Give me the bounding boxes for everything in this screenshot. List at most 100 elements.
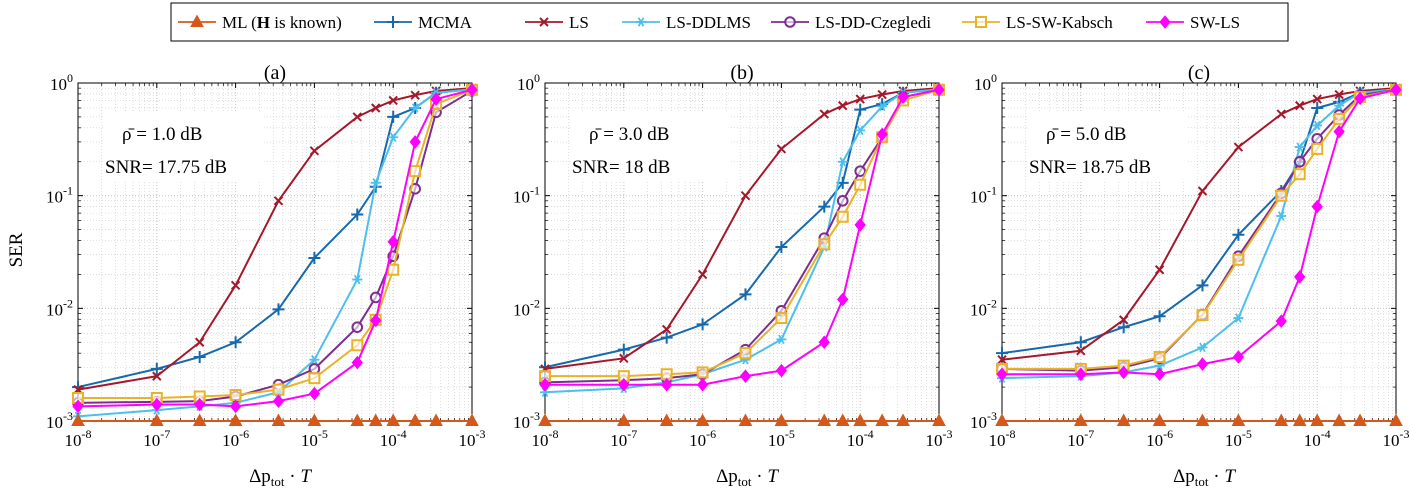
legend-label-lsswk: LS-SW-Kabsch <box>1006 13 1113 32</box>
data-point-mcma <box>272 303 285 316</box>
data-point-ls <box>697 269 708 280</box>
panel-a: 10-8 10-7 10-6 10-5 10-4 10-3 100 10-1 10-2 10-3 (… <box>46 62 486 489</box>
legend-marker-lsddlms <box>636 17 646 27</box>
data-point-ml <box>932 413 946 426</box>
series-swls <box>72 83 478 414</box>
data-point-swls <box>387 234 399 249</box>
series-group <box>71 83 479 426</box>
data-point-ml <box>817 413 832 426</box>
legend-item-ml: ML (H is known) <box>178 13 342 32</box>
x-axis-title: Δptot · T <box>249 466 312 489</box>
data-point-ls <box>855 94 865 104</box>
data-point-lsswk <box>351 339 364 352</box>
series-line-mcma <box>544 88 940 369</box>
data-point-ls <box>619 353 629 364</box>
series-ml <box>71 413 479 426</box>
data-point-ml <box>350 413 365 426</box>
data-point-ls <box>410 90 420 100</box>
y-tick-label: 10-3 <box>970 409 997 432</box>
x-tick-label: 10-3 <box>926 427 953 450</box>
annotation-backdrop <box>571 113 729 181</box>
data-point-swls <box>818 335 830 350</box>
series-line-lsddlms <box>544 88 940 394</box>
data-point-mcma <box>1311 101 1324 114</box>
legend-marker-mcma <box>387 16 399 28</box>
data-point-ml <box>995 413 1009 426</box>
data-point-lsddlms <box>1197 342 1208 353</box>
data-point-ml <box>408 413 423 426</box>
data-point-ls <box>1154 265 1165 275</box>
data-point-ml <box>853 413 868 426</box>
data-point-lsddlms <box>410 103 421 113</box>
y-tick-label: 10-1 <box>970 184 997 207</box>
series-line-ls <box>1001 87 1397 361</box>
x-tick-label: 10-8 <box>65 427 92 450</box>
data-point-ls <box>819 109 829 119</box>
y-tick-label: 10-1 <box>513 184 540 207</box>
data-point-mcma <box>1196 279 1209 292</box>
data-point-ls <box>1076 346 1086 356</box>
legend-marker-lsswk <box>975 16 987 28</box>
data-point-mcma <box>193 350 206 363</box>
legend-label-mcma: MCMA <box>418 13 473 32</box>
data-point-swls <box>837 292 849 307</box>
legend-label-lsddcz: LS-DD-Czegledi <box>815 13 931 32</box>
data-point-swls <box>933 83 945 97</box>
data-point-ls <box>997 354 1007 365</box>
data-point-lsddcz <box>1311 132 1323 145</box>
data-point-lsswk <box>1275 189 1288 202</box>
x-tick-label: 10-5 <box>768 427 795 450</box>
data-point-lsddcz <box>854 165 867 177</box>
data-point-lsswk <box>229 389 242 402</box>
data-point-lsddcz <box>1293 155 1306 168</box>
x-tick-label: 10-4 <box>380 427 407 450</box>
data-point-lsswk <box>696 366 709 379</box>
data-point-swls <box>1311 199 1323 214</box>
panel-label: (c) <box>1188 62 1210 84</box>
x-tick-label: 10-3 <box>1383 427 1410 450</box>
data-point-lsswk <box>387 263 400 276</box>
data-point-lsswk <box>1311 142 1324 155</box>
data-point-swls <box>876 127 888 142</box>
series-group <box>995 83 1403 426</box>
data-point-ml <box>538 413 552 426</box>
series-swls <box>539 83 945 392</box>
data-point-ls <box>1118 315 1129 325</box>
series-line-swls <box>77 88 473 408</box>
data-point-mcma <box>351 208 364 221</box>
data-point-ls <box>740 190 751 201</box>
data-point-swls <box>229 399 242 414</box>
x-tick-label: 10-7 <box>610 427 637 450</box>
data-point-ml <box>1389 413 1403 426</box>
data-point-swls <box>272 394 285 408</box>
data-point-mcma <box>739 288 752 301</box>
data-point-swls <box>1333 124 1345 139</box>
series-ml <box>995 413 1403 426</box>
legend-frame <box>170 2 1289 42</box>
annotation-snr: SNR= 18.75 dB <box>1029 157 1151 178</box>
data-point-ls <box>230 280 241 291</box>
data-point-mcma <box>854 103 867 116</box>
data-point-ml <box>1292 413 1307 426</box>
data-point-lsswk <box>272 383 285 396</box>
data-point-ml <box>1152 413 1167 426</box>
legend-item-mcma: MCMA <box>374 13 473 32</box>
data-point-lsddlms <box>1276 211 1287 221</box>
y-tick-label: 100 <box>974 71 997 94</box>
data-point-swls <box>1232 350 1245 364</box>
data-point-ml <box>695 413 710 426</box>
legend-label-ls: LS <box>569 13 589 32</box>
data-point-mcma <box>775 241 788 254</box>
y-axis-title: SER <box>6 232 27 267</box>
legend-label-swls: SW-LS <box>1190 13 1240 32</box>
data-point-swls <box>351 355 363 370</box>
data-point-swls <box>466 83 478 97</box>
data-point-lsswk <box>660 368 673 381</box>
data-point-ml <box>1310 413 1325 426</box>
y-tick-label: 10-2 <box>46 296 73 319</box>
y-tick-label: 10-2 <box>513 296 540 319</box>
data-point-mcma <box>617 343 630 356</box>
y-tick-label: 10-3 <box>513 409 540 432</box>
data-point-ls <box>776 144 787 154</box>
data-point-lsswk <box>818 238 831 251</box>
